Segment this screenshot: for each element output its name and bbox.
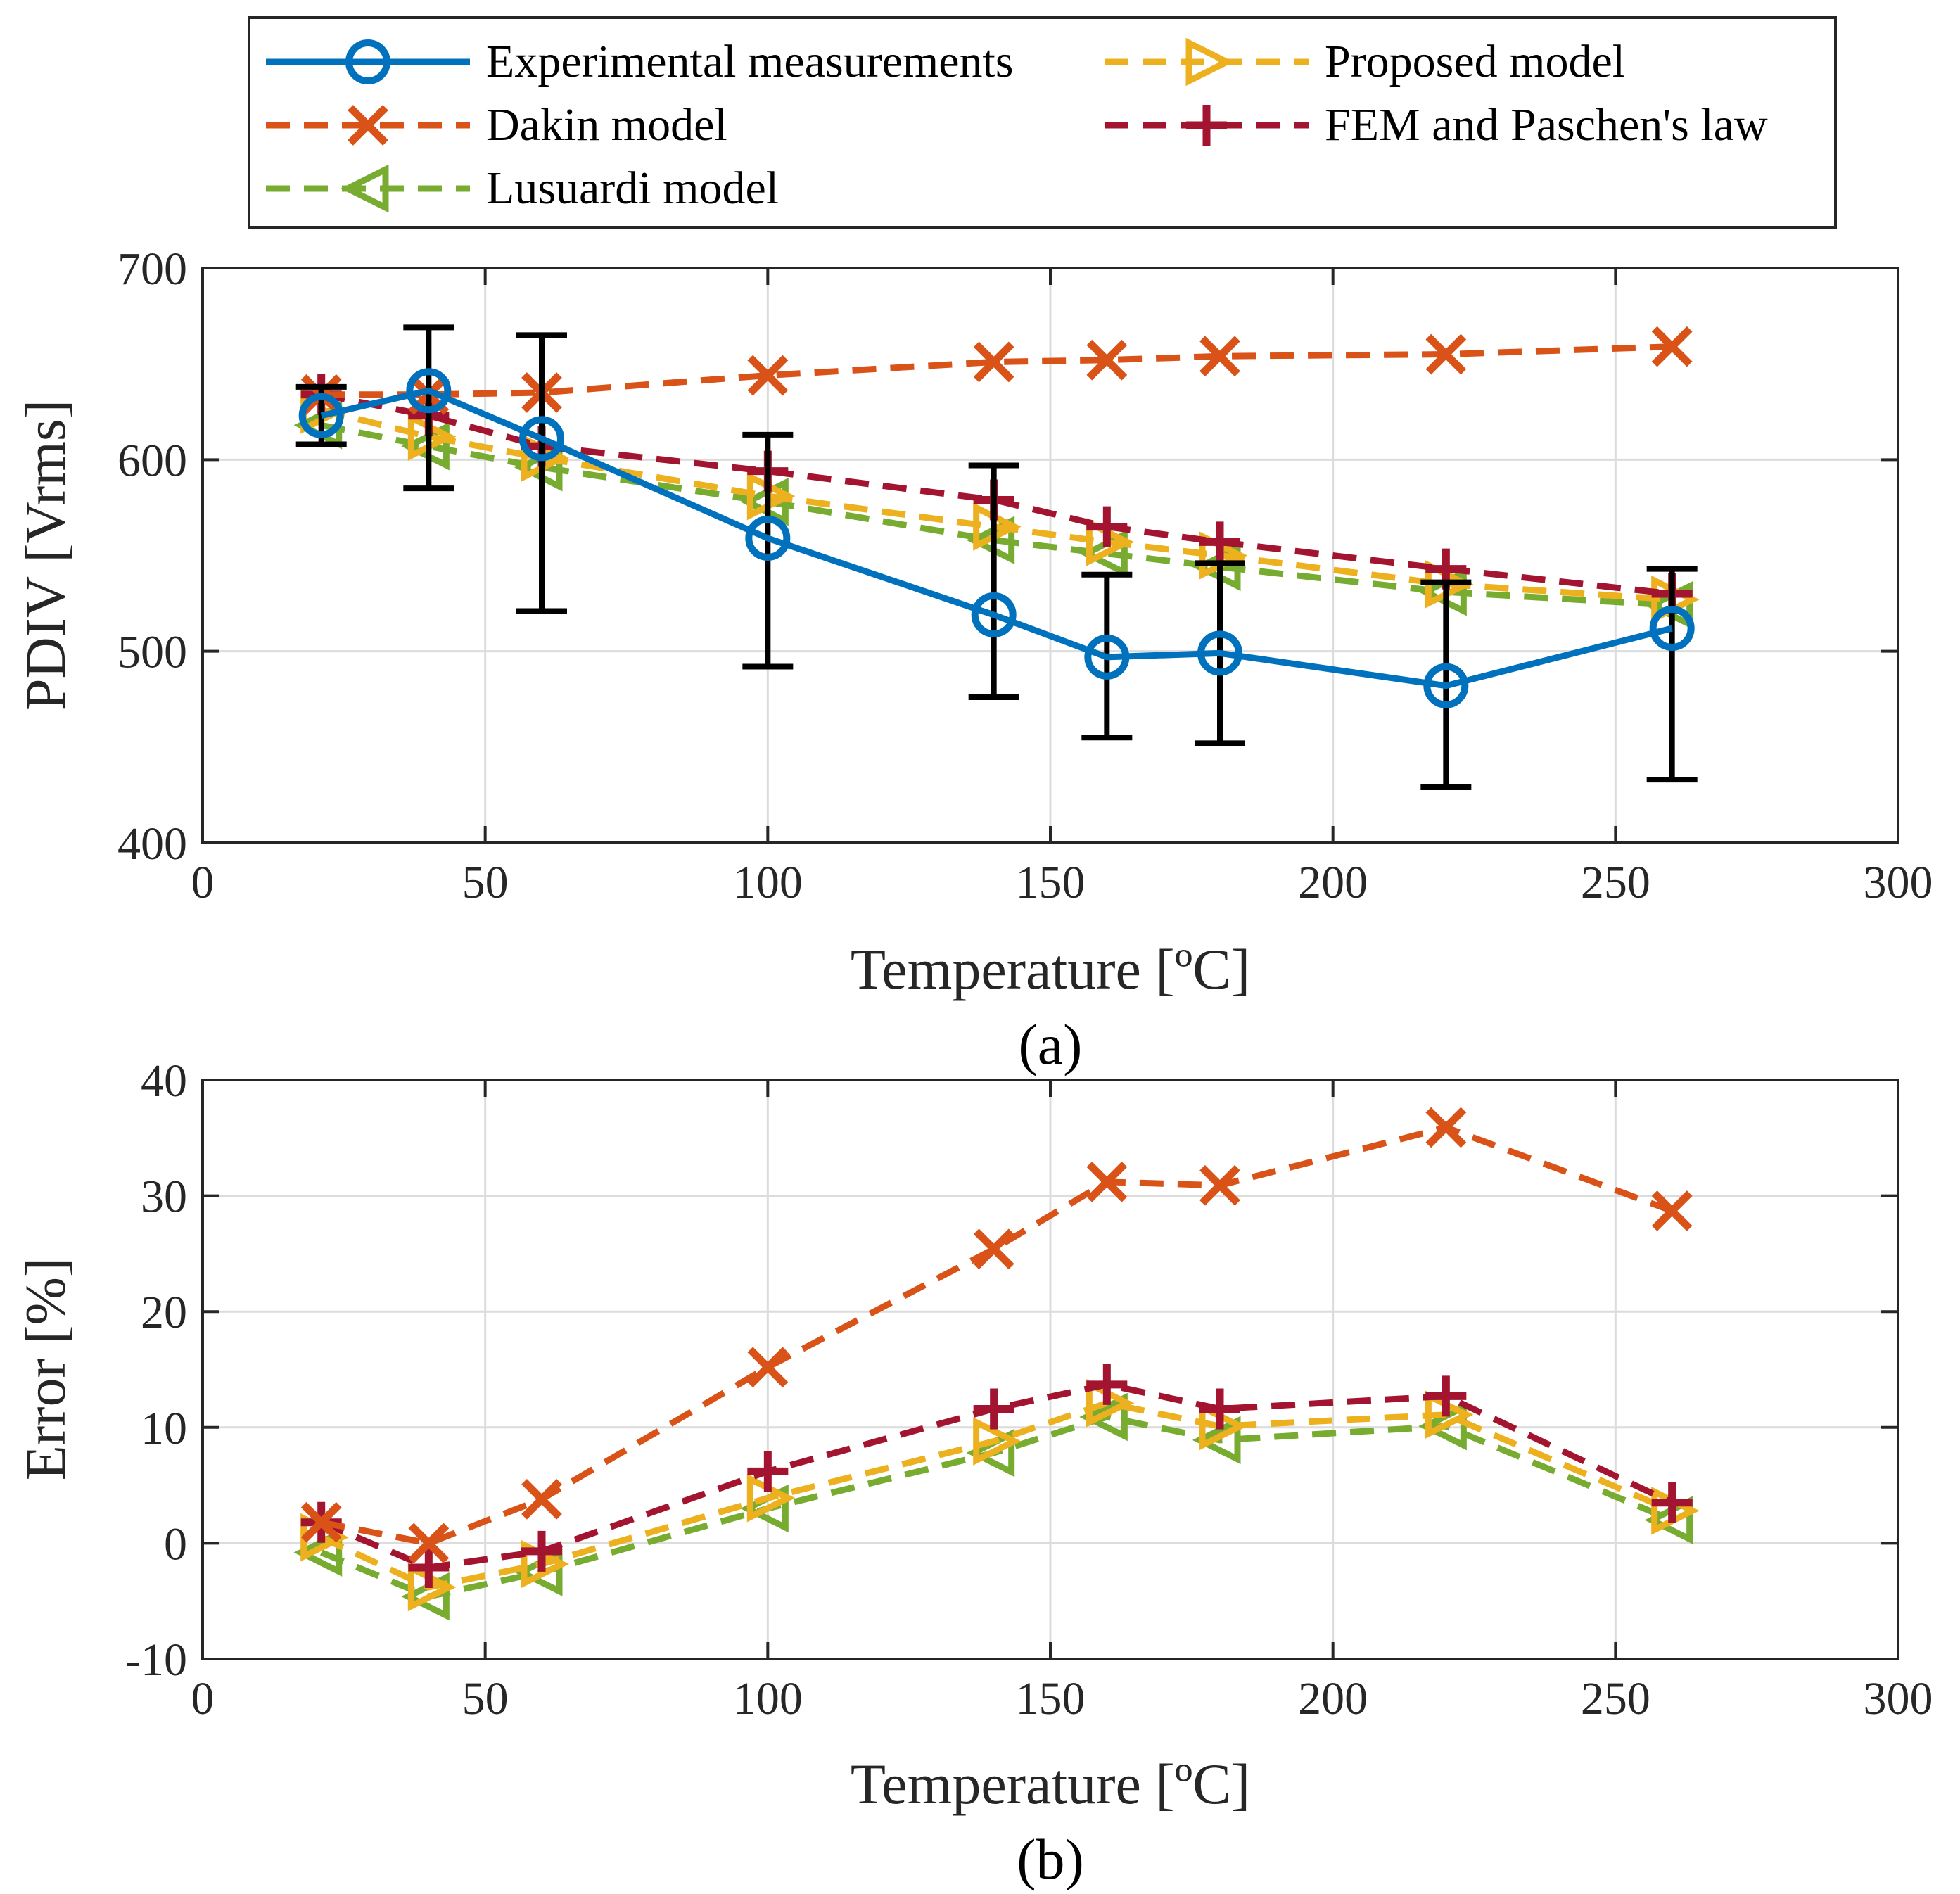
- data-point-dakin: [747, 1347, 789, 1388]
- legend-label-experimental: Experimental measurements: [486, 36, 1014, 87]
- data-point-experimental: [1423, 663, 1469, 708]
- legend: Experimental measurements Proposed model…: [248, 16, 1837, 229]
- data-point-experimental: [406, 368, 452, 414]
- panel-b-xtick-label: 300: [1864, 1673, 1933, 1724]
- data-point-dakin: [1086, 1161, 1128, 1202]
- panel-a-ytick-label: 400: [117, 818, 187, 870]
- panel-b-ytick-label: 40: [141, 1055, 187, 1107]
- series-line-proposed: [319, 1399, 1674, 1591]
- panel-a-ytick-label: 500: [117, 627, 187, 678]
- panel-a-xtick-label: 300: [1864, 857, 1933, 908]
- data-point-experimental: [1649, 605, 1695, 651]
- data-point-experimental: [298, 393, 344, 438]
- data-point-lusuardi: [293, 1528, 343, 1577]
- panel-a-ylabel: PDIV [Vrms]: [13, 400, 77, 711]
- series-line-experimental: [320, 387, 1673, 689]
- data-point-lusuardi: [1079, 1392, 1128, 1442]
- panel-b-xtick-label: 0: [191, 1673, 215, 1724]
- legend-marker-proposed: [1185, 37, 1235, 87]
- panel-b-caption: (b): [1017, 1827, 1084, 1891]
- data-point-experimental: [971, 592, 1017, 637]
- series-dakin: [300, 1107, 1693, 1564]
- panel-a-ytick-label: 600: [117, 435, 187, 486]
- panel-b-xlabel: Temperature [ºC]: [851, 1752, 1250, 1816]
- legend-label-fem: FEM and Paschen's law: [1325, 99, 1768, 151]
- series-line-dakin: [320, 1124, 1674, 1546]
- legend-label-dakin: Dakin model: [486, 99, 727, 151]
- panel-b-ytick-label: 30: [141, 1171, 187, 1223]
- data-point-dakin: [1425, 333, 1467, 375]
- series-line-fem: [320, 391, 1673, 597]
- panel-a-caption: (a): [1018, 1012, 1082, 1076]
- panel-b-ytick-label: 0: [164, 1518, 187, 1570]
- data-point-dakin: [1651, 326, 1693, 367]
- legend-label-lusuardi: Lusuardi model: [486, 163, 779, 214]
- errorbar-experimental: [742, 431, 794, 670]
- data-point-dakin: [408, 1523, 450, 1564]
- data-point-dakin: [973, 1228, 1014, 1270]
- panel-b-xtick-label: 50: [462, 1673, 509, 1724]
- data-point-fem: [1086, 1364, 1128, 1405]
- panel-b-ytick-label: 10: [141, 1403, 187, 1454]
- data-point-fem: [1086, 506, 1128, 547]
- panel-b-ytick-label: -10: [125, 1634, 187, 1686]
- panel-a-xtick-label: 250: [1581, 857, 1650, 908]
- data-point-dakin: [1651, 1190, 1693, 1231]
- data-point-experimental: [1197, 630, 1242, 676]
- data-point-lusuardi: [1192, 1416, 1241, 1465]
- data-point-experimental: [745, 515, 791, 561]
- legend-label-proposed: Proposed model: [1325, 36, 1625, 87]
- legend-marker-experimental: [345, 39, 390, 84]
- panel-b-xtick-label: 200: [1298, 1673, 1368, 1724]
- panel-a-xlabel: Temperature [ºC]: [851, 937, 1250, 1001]
- legend-marker-fem: [1186, 105, 1227, 146]
- panel-b-ylabel: Error [%]: [13, 1258, 77, 1480]
- series-experimental: [295, 324, 1698, 791]
- data-point-dakin: [1425, 1107, 1467, 1148]
- legend-marker-lusuardi: [340, 164, 389, 213]
- series-fem: [300, 374, 1693, 614]
- panel-a-xtick-label: 0: [191, 857, 215, 908]
- data-point-experimental: [519, 416, 564, 462]
- data-point-fem: [521, 1530, 562, 1572]
- panel-a-xtick-label: 150: [1016, 857, 1086, 908]
- legend-box: [248, 16, 1837, 229]
- data-point-fem: [408, 1546, 450, 1588]
- panel-a-ytick-label: 700: [117, 243, 187, 295]
- panel-b-xtick-label: 150: [1016, 1673, 1086, 1724]
- panel-b-ytick-label: 20: [141, 1287, 187, 1338]
- errorbar-experimental: [516, 332, 567, 614]
- data-point-dakin: [973, 341, 1014, 383]
- series-fem: [300, 1364, 1693, 1588]
- data-point-experimental: [1084, 634, 1130, 680]
- data-point-fem: [1199, 521, 1240, 563]
- data-point-dakin: [1199, 1164, 1240, 1206]
- panel-a-xtick-label: 100: [733, 857, 803, 908]
- data-point-fem: [973, 1388, 1014, 1430]
- data-point-proposed: [973, 1417, 1022, 1466]
- data-point-fem: [1425, 1375, 1467, 1417]
- data-point-dakin: [747, 355, 789, 396]
- panel-a-xtick-label: 50: [462, 857, 509, 908]
- series-proposed: [300, 1378, 1700, 1612]
- panel-b-xtick-label: 100: [733, 1673, 803, 1724]
- data-point-dakin: [521, 1478, 562, 1520]
- data-point-fem: [1651, 1482, 1693, 1523]
- data-point-dakin: [1086, 339, 1128, 381]
- series-dakin: [300, 326, 1693, 415]
- panel-b-xtick-label: 250: [1581, 1673, 1650, 1724]
- errorbar-experimental: [1646, 566, 1698, 783]
- data-point-dakin: [1199, 336, 1240, 377]
- data-point-fem: [747, 1451, 789, 1492]
- panel-a-xtick-label: 200: [1298, 857, 1368, 908]
- data-point-fem: [1199, 1388, 1240, 1430]
- panel-a: 0 50 100 150 200 250 300 400 500 600 700 PDIV [Vrm…: [13, 243, 1933, 1076]
- errorbar-experimental: [968, 462, 1019, 701]
- data-point-dakin: [300, 1501, 342, 1543]
- legend-marker-dakin: [348, 105, 388, 146]
